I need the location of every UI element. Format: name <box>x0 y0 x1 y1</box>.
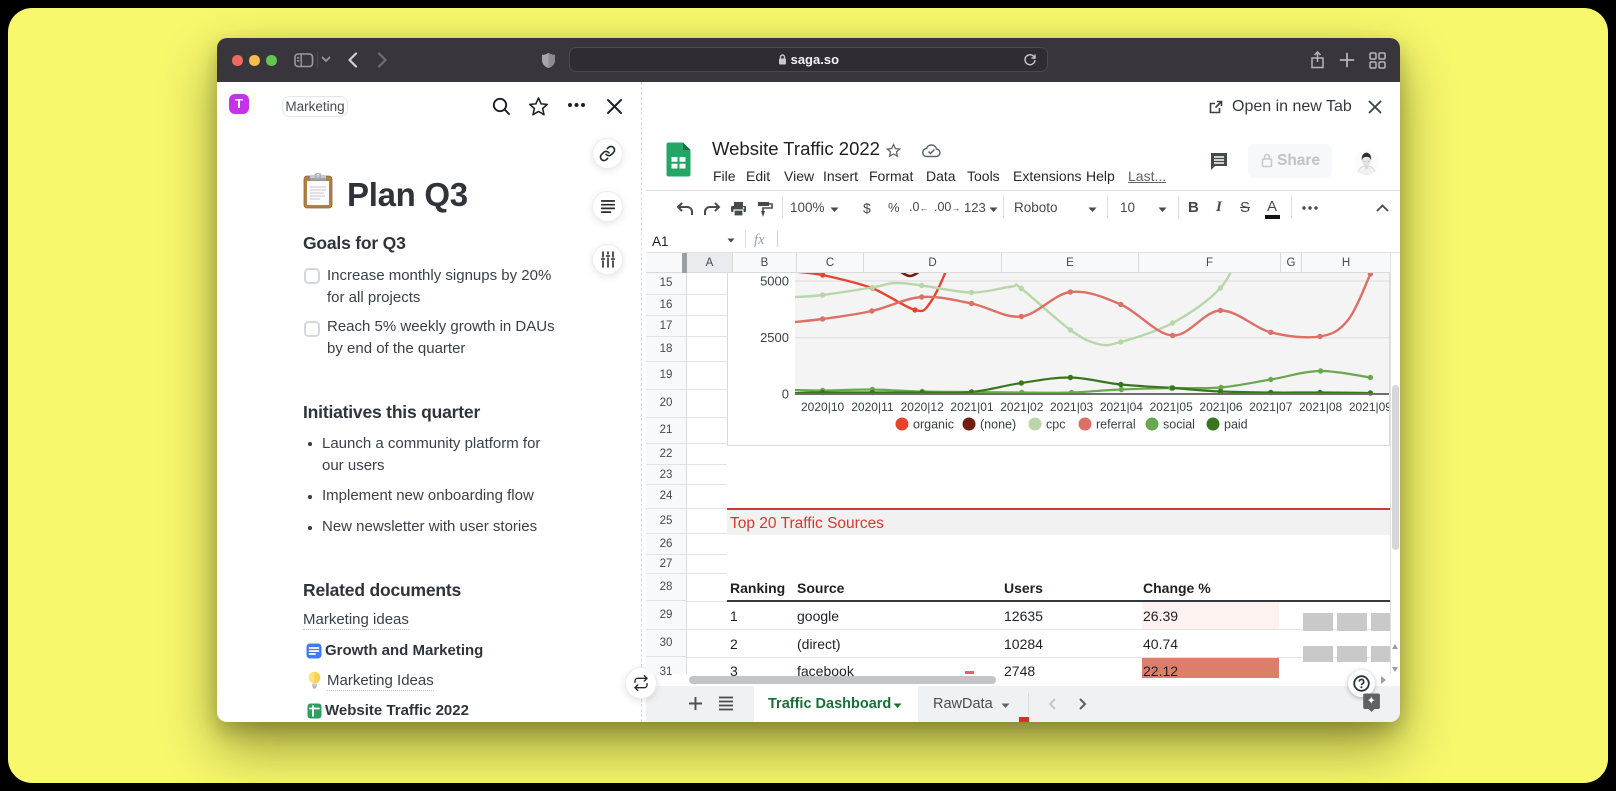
svg-text:2021|08: 2021|08 <box>1299 400 1342 414</box>
svg-text:referral: referral <box>1096 418 1136 432</box>
svg-text:2021|04: 2021|04 <box>1100 400 1143 414</box>
svg-text:2021|07: 2021|07 <box>1249 400 1292 414</box>
svg-text:social: social <box>1163 418 1195 432</box>
svg-text:cpc: cpc <box>1046 418 1065 432</box>
svg-text:2020|11: 2020|11 <box>851 400 894 414</box>
svg-text:2021|09: 2021|09 <box>1349 400 1390 414</box>
svg-text:2021|03: 2021|03 <box>1050 400 1093 414</box>
svg-text:2021|06: 2021|06 <box>1199 400 1242 414</box>
svg-text:paid: paid <box>1224 418 1248 432</box>
svg-text:5000: 5000 <box>760 274 789 289</box>
svg-text:2020|12: 2020|12 <box>901 400 944 414</box>
svg-text:2500: 2500 <box>760 330 789 345</box>
svg-text:2021|05: 2021|05 <box>1150 400 1193 414</box>
svg-text:2021|02: 2021|02 <box>1000 400 1043 414</box>
svg-text:(none): (none) <box>980 418 1016 432</box>
svg-text:organic: organic <box>913 418 954 432</box>
svg-text:0: 0 <box>782 387 789 402</box>
svg-text:2021|01: 2021|01 <box>950 400 993 414</box>
svg-text:2020|10: 2020|10 <box>801 400 844 414</box>
